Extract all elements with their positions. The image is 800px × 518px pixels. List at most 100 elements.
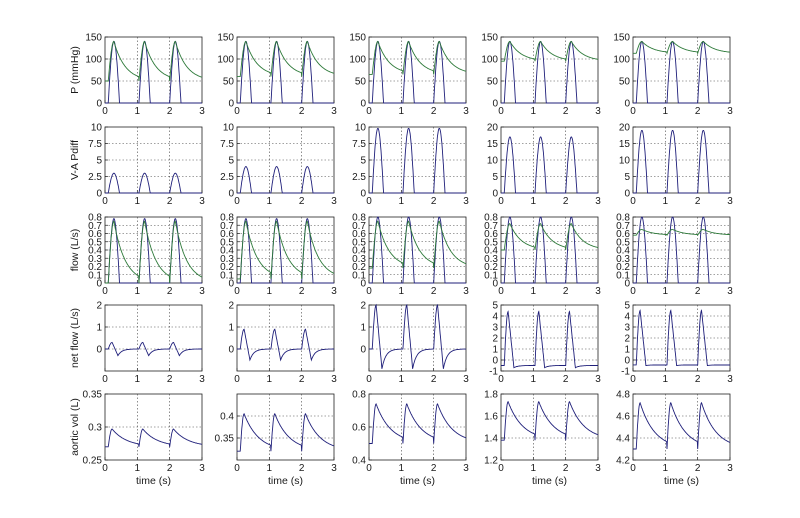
y-tick-label: 5 — [228, 156, 234, 167]
x-tick-label: 0 — [630, 374, 636, 385]
y-tick-label: 4 — [624, 312, 630, 323]
x-tick-label: 1 — [531, 106, 537, 117]
y-tick-label: 0.6 — [484, 229, 498, 240]
y-tick-label: 4.2 — [616, 456, 630, 467]
x-tick-label: 0 — [498, 286, 504, 297]
x-tick-label: 3 — [727, 286, 733, 297]
y-tick-label: 0.1 — [88, 270, 102, 281]
x-tick-label: 2 — [695, 286, 701, 297]
panel-r2-c4: 0 5 10 15 20 0 1 2 3 — [487, 123, 601, 208]
x-tick-label: 3 — [595, 286, 601, 297]
x-tick-label: 1 — [531, 463, 537, 474]
y-tick-label: 2 — [360, 301, 366, 312]
series-blue-r1-c2 — [237, 41, 334, 104]
series-blue-r5-c4 — [501, 400, 599, 441]
y-tick-label: 0 — [96, 345, 102, 356]
y-tick-label: 150 — [481, 33, 498, 44]
y-tick-label: 0 — [228, 99, 234, 110]
y-tick-label: 0.8 — [484, 213, 498, 224]
y-tick-label: 0.6 — [352, 423, 366, 434]
series-blue-r2-c2 — [237, 166, 334, 194]
y-tick-label: 20 — [619, 123, 631, 134]
panel-r3-c3: 00.10.20.30.40.50.60.70.8 0 1 2 3 — [352, 213, 469, 298]
y-tick-label: 1 — [228, 323, 234, 334]
x-tick-label: 2 — [299, 106, 305, 117]
series-blue-r1-c1 — [105, 41, 202, 104]
row-ylabel: net flow (L/s) — [69, 308, 81, 368]
y-tick-label: 0.4 — [352, 246, 366, 257]
y-tick-label: 0.2 — [88, 262, 102, 273]
panel-r2-c1: 0 2.5 5 7.5 10 0 1 2 3 — [88, 123, 205, 208]
y-tick-label: 150 — [613, 33, 630, 44]
axes-box — [236, 36, 335, 104]
y-tick-label: 2 — [624, 334, 630, 345]
y-tick-label: 150 — [217, 33, 234, 44]
series-blue-r1-c4 — [501, 41, 598, 104]
x-tick-label: 1 — [663, 196, 669, 207]
x-tick-label: 2 — [299, 196, 305, 207]
x-tick-label: 2 — [167, 196, 173, 207]
x-tick-label: 1 — [663, 374, 669, 385]
axes-box — [104, 36, 203, 104]
x-tick-label: 2 — [431, 106, 437, 117]
x-tick-label: 2 — [167, 286, 173, 297]
series-green-r3-c2 — [237, 220, 335, 280]
series-green-r1-c2 — [237, 40, 335, 78]
x-tick-label: 3 — [199, 106, 205, 117]
series-blue-r3-c1 — [105, 218, 202, 284]
y-tick-label: 0.3 — [616, 254, 630, 265]
y-tick-label: 100 — [613, 55, 630, 66]
x-tick-label: 3 — [199, 374, 205, 385]
y-tick-label: 0.25 — [83, 456, 103, 467]
x-tick-label: 2 — [167, 106, 173, 117]
y-tick-label: 0.4 — [616, 246, 630, 257]
x-tick-label: 0 — [366, 374, 372, 385]
panel-r4-c1: 0 1 2 0 1 2 3 — [96, 301, 205, 386]
x-tick-label: 0 — [102, 286, 108, 297]
x-tick-label: 1 — [135, 374, 141, 385]
x-tick-label: 0 — [366, 196, 372, 207]
y-tick-label: 1 — [492, 345, 498, 356]
x-tick-label: 0 — [234, 196, 240, 207]
series-blue-r3-c3 — [369, 216, 466, 284]
y-tick-label: 1 — [360, 323, 366, 334]
y-tick-label: 5 — [624, 172, 630, 183]
y-tick-label: 0 — [360, 279, 366, 290]
x-tick-label: 1 — [399, 286, 405, 297]
y-tick-label: 0.8 — [352, 213, 366, 224]
y-tick-label: 100 — [217, 55, 234, 66]
x-tick-label: 3 — [595, 106, 601, 117]
y-tick-label: 0.3 — [220, 254, 234, 265]
x-axis-label: time (s) — [400, 475, 435, 487]
y-tick-label: 0.8 — [88, 213, 102, 224]
x-tick-label: 3 — [331, 463, 337, 474]
x-tick-label: 3 — [595, 196, 601, 207]
y-tick-label: 0 — [228, 345, 234, 356]
x-tick-label: 1 — [135, 286, 141, 297]
x-tick-label: 3 — [331, 106, 337, 117]
x-axis-label: time (s) — [268, 475, 303, 487]
y-tick-label: 10 — [487, 156, 499, 167]
x-tick-label: 2 — [299, 374, 305, 385]
y-tick-label: 0.4 — [220, 246, 234, 257]
series-blue-r2-c3 — [369, 127, 466, 194]
y-tick-label: 10 — [91, 123, 103, 134]
x-tick-label: 0 — [102, 463, 108, 474]
series-blue-r5-c3 — [369, 403, 467, 444]
y-tick-label: 0.3 — [352, 254, 366, 265]
y-tick-label: 5 — [624, 301, 630, 312]
y-tick-label: 0 — [96, 189, 102, 200]
y-tick-label: 0.4 — [484, 246, 498, 257]
y-tick-label: 0 — [96, 279, 102, 290]
y-tick-label: 4.6 — [616, 412, 630, 423]
x-tick-label: 1 — [663, 106, 669, 117]
y-tick-label: 0.4 — [88, 246, 102, 257]
x-tick-label: 3 — [463, 196, 469, 207]
panel-r5-c1: 0.25 0.3 0.35 0 1 2 3 — [83, 390, 206, 475]
panel-r2-c5: 0 5 10 15 20 0 1 2 3 — [619, 123, 733, 208]
y-tick-label: 7.5 — [220, 139, 234, 150]
y-tick-label: 0.3 — [88, 423, 102, 434]
y-tick-label: 5 — [492, 301, 498, 312]
